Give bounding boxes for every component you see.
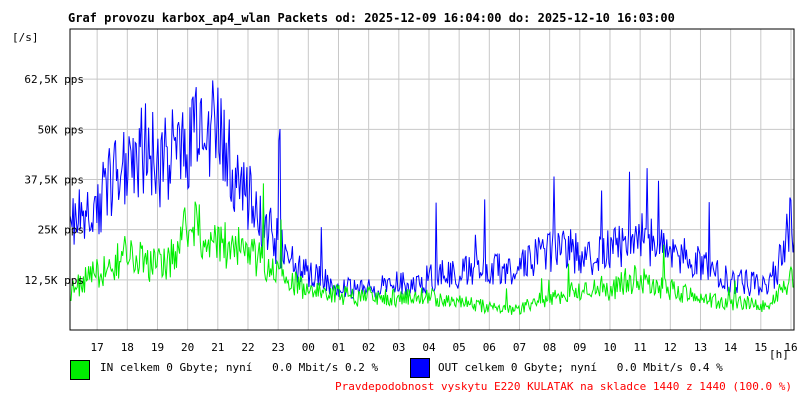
y-tick-label: 12,5K pps bbox=[24, 274, 84, 287]
y-tick-label: 37,5K pps bbox=[24, 174, 84, 187]
x-tick-label: 20 bbox=[181, 341, 194, 354]
out-series-line bbox=[69, 80, 795, 301]
x-tick-label: 23 bbox=[272, 341, 285, 354]
x-tick-label: 19 bbox=[151, 341, 164, 354]
series-out bbox=[69, 80, 795, 301]
y-tick-label: 50K pps bbox=[38, 123, 84, 136]
x-tick-label: 16 bbox=[784, 341, 797, 354]
x-tick-label: 04 bbox=[422, 341, 436, 354]
y-axis-label: [/s] bbox=[12, 31, 39, 44]
x-tick-label: 17 bbox=[91, 341, 104, 354]
x-tick-label: 18 bbox=[121, 341, 134, 354]
in-series-line bbox=[69, 183, 795, 315]
x-tick-label: 02 bbox=[362, 341, 375, 354]
x-tick-label: 11 bbox=[634, 341, 647, 354]
series-in bbox=[69, 183, 795, 315]
y-tick-labels: 12,5K pps 25K pps 37,5K pps 50K pps 62,5K pp… bbox=[24, 73, 84, 287]
x-tick-label: 15 bbox=[754, 341, 767, 354]
x-tick-label: 01 bbox=[332, 341, 345, 354]
y-tick-label: 62,5K pps bbox=[24, 73, 84, 86]
x-tick-label: 09 bbox=[573, 341, 586, 354]
x-tick-labels: 17 18 19 20 21 22 23 00 01 02 03 04 05 06 07 08 09 10 11 12… bbox=[91, 341, 798, 354]
x-tick-label: 21 bbox=[211, 341, 224, 354]
x-tick-label: 12 bbox=[664, 341, 677, 354]
legend-in-swatch bbox=[70, 360, 90, 380]
x-tick-label: 06 bbox=[483, 341, 496, 354]
x-tick-label: 14 bbox=[724, 341, 738, 354]
x-tick-label: 10 bbox=[603, 341, 616, 354]
y-tick-label: 25K pps bbox=[38, 224, 84, 237]
x-tick-label: 22 bbox=[241, 341, 254, 354]
plot-frame bbox=[69, 28, 795, 331]
legend-in-label: IN celkem 0 Gbyte; nyní 0.0 Mbit/s 0.2 % bbox=[100, 361, 379, 374]
axes: [/s] [h] bbox=[12, 28, 795, 361]
x-tick-label: 13 bbox=[694, 341, 707, 354]
legend-out-label: OUT celkem 0 Gbyte; nyní 0.0 Mbit/s 0.4 … bbox=[438, 361, 723, 374]
x-tick-label: 07 bbox=[513, 341, 526, 354]
x-tick-label: 08 bbox=[543, 341, 556, 354]
footer-note: Pravdepodobnost vyskytu E220 KULATAK na … bbox=[335, 380, 792, 393]
x-axis-label: [h] bbox=[769, 348, 789, 361]
legend-out-swatch bbox=[410, 358, 430, 378]
x-tick-label: 00 bbox=[302, 341, 315, 354]
x-tick-label: 03 bbox=[392, 341, 405, 354]
x-tick-label: 05 bbox=[453, 341, 466, 354]
chart-title: Graf provozu karbox_ap4_wlan Packets od:… bbox=[68, 11, 675, 25]
